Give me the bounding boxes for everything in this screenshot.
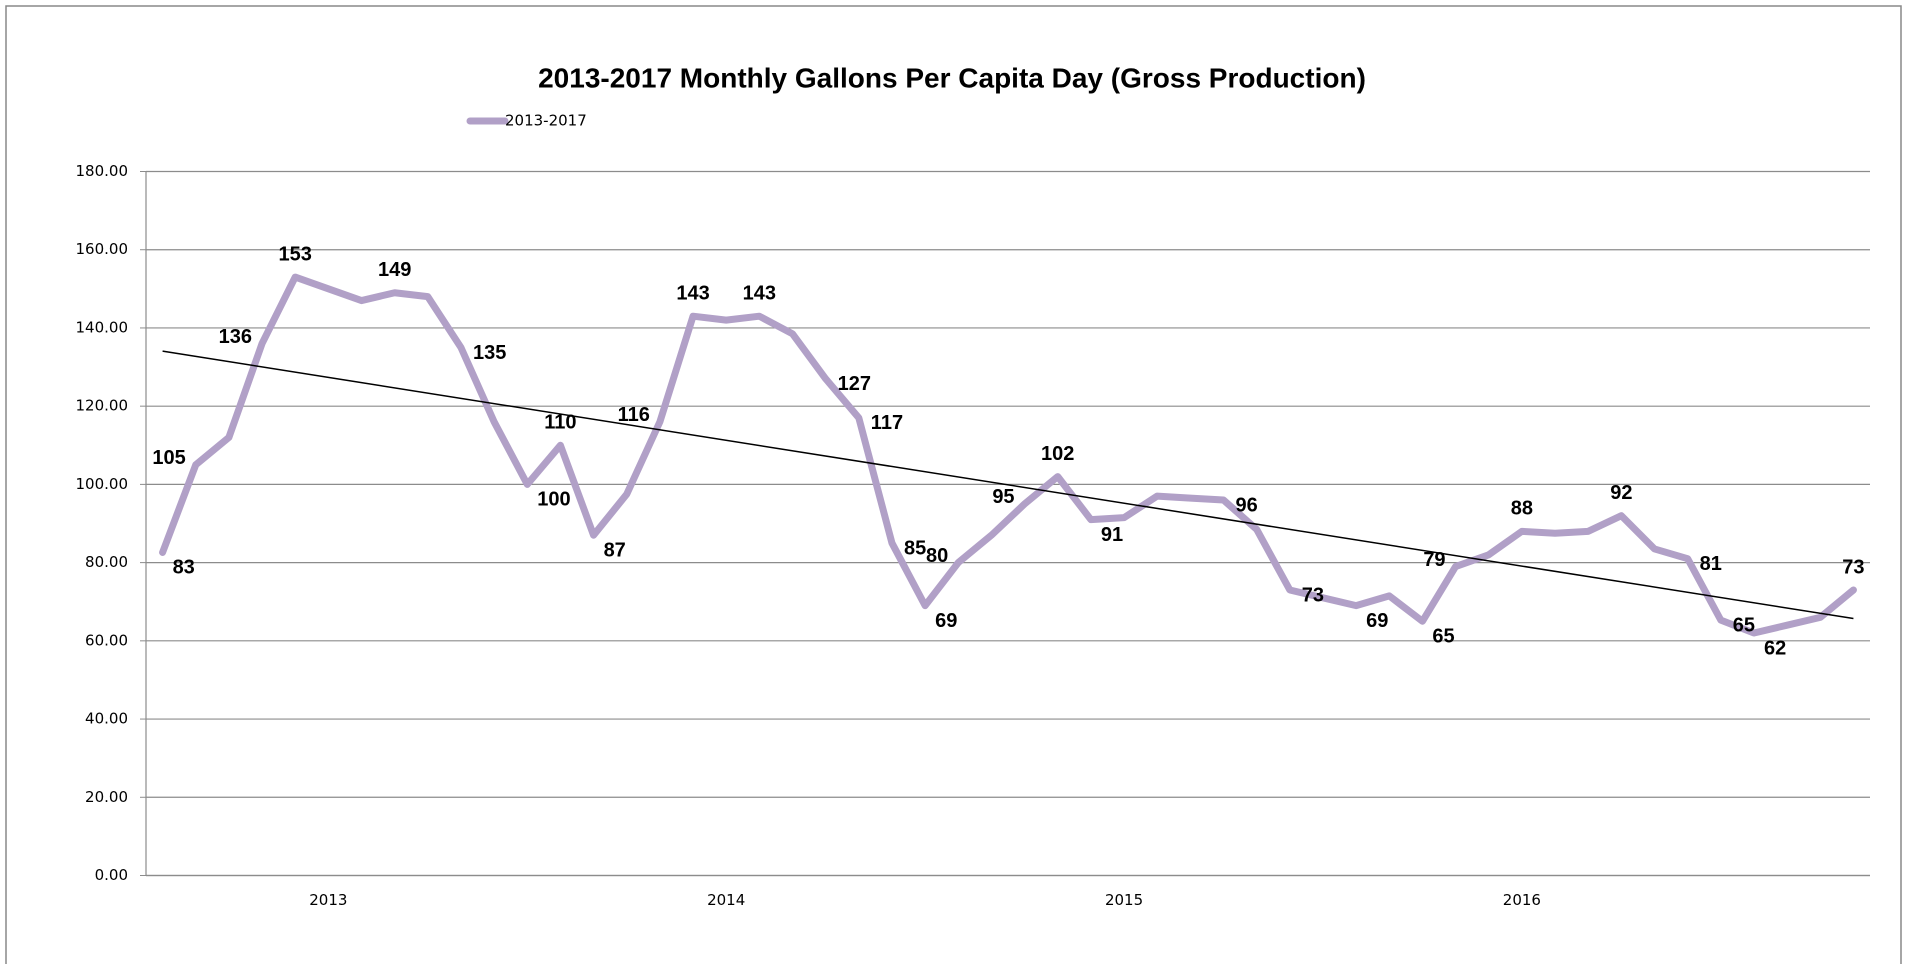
data-label: 65 [1733,614,1755,636]
y-tick-label: 120.00 [76,397,129,415]
y-tick-label: 140.00 [76,318,129,336]
x-tick-label: 2013 [309,891,347,909]
data-label: 69 [935,610,957,632]
data-label: 81 [1700,553,1722,575]
data-label: 88 [1511,498,1533,520]
data-label: 127 [838,373,871,395]
data-label: 65 [1432,626,1454,648]
data-label: 69 [1366,610,1388,632]
data-label: 91 [1101,524,1123,546]
data-label: 136 [219,326,252,348]
y-tick-label: 180.00 [76,162,129,180]
data-label: 96 [1236,494,1258,516]
data-label: 73 [1302,584,1324,606]
data-label: 143 [743,282,776,304]
y-tick-label: 40.00 [85,710,128,728]
data-label: 116 [618,404,650,426]
y-tick-label: 80.00 [85,553,128,571]
y-tick-label: 100.00 [76,475,129,493]
data-label: 117 [871,412,903,434]
data-label: 135 [473,342,506,364]
chart-title: 2013-2017 Monthly Gallons Per Capita Day… [538,62,1366,93]
y-tick-label: 20.00 [85,788,128,806]
data-label: 100 [537,489,570,511]
x-tick-label: 2016 [1503,891,1541,909]
data-label: 153 [279,243,312,265]
x-tick-label: 2015 [1105,891,1143,909]
data-label: 62 [1764,637,1786,659]
data-line [159,273,1857,637]
data-label: 79 [1423,549,1445,571]
data-label: 87 [604,540,626,562]
x-tick-label: 2014 [707,891,745,909]
legend-label: 2013-2017 [505,112,587,130]
chart-frame [5,5,1902,964]
data-label: 80 [926,545,948,567]
data-label: 143 [676,282,709,304]
data-label: 83 [173,557,195,579]
data-label: 85 [904,537,926,559]
y-tick-label: 60.00 [85,631,128,649]
trendline [162,350,1854,620]
data-label: 92 [1610,482,1632,504]
data-label: 73 [1842,556,1864,578]
y-tick-label: 0.00 [95,866,128,884]
data-label: 95 [992,486,1014,508]
y-tick-label: 160.00 [76,240,129,258]
data-label: 149 [378,259,411,281]
data-label: 105 [152,447,185,469]
data-label: 110 [544,412,576,434]
data-label: 102 [1041,443,1074,465]
